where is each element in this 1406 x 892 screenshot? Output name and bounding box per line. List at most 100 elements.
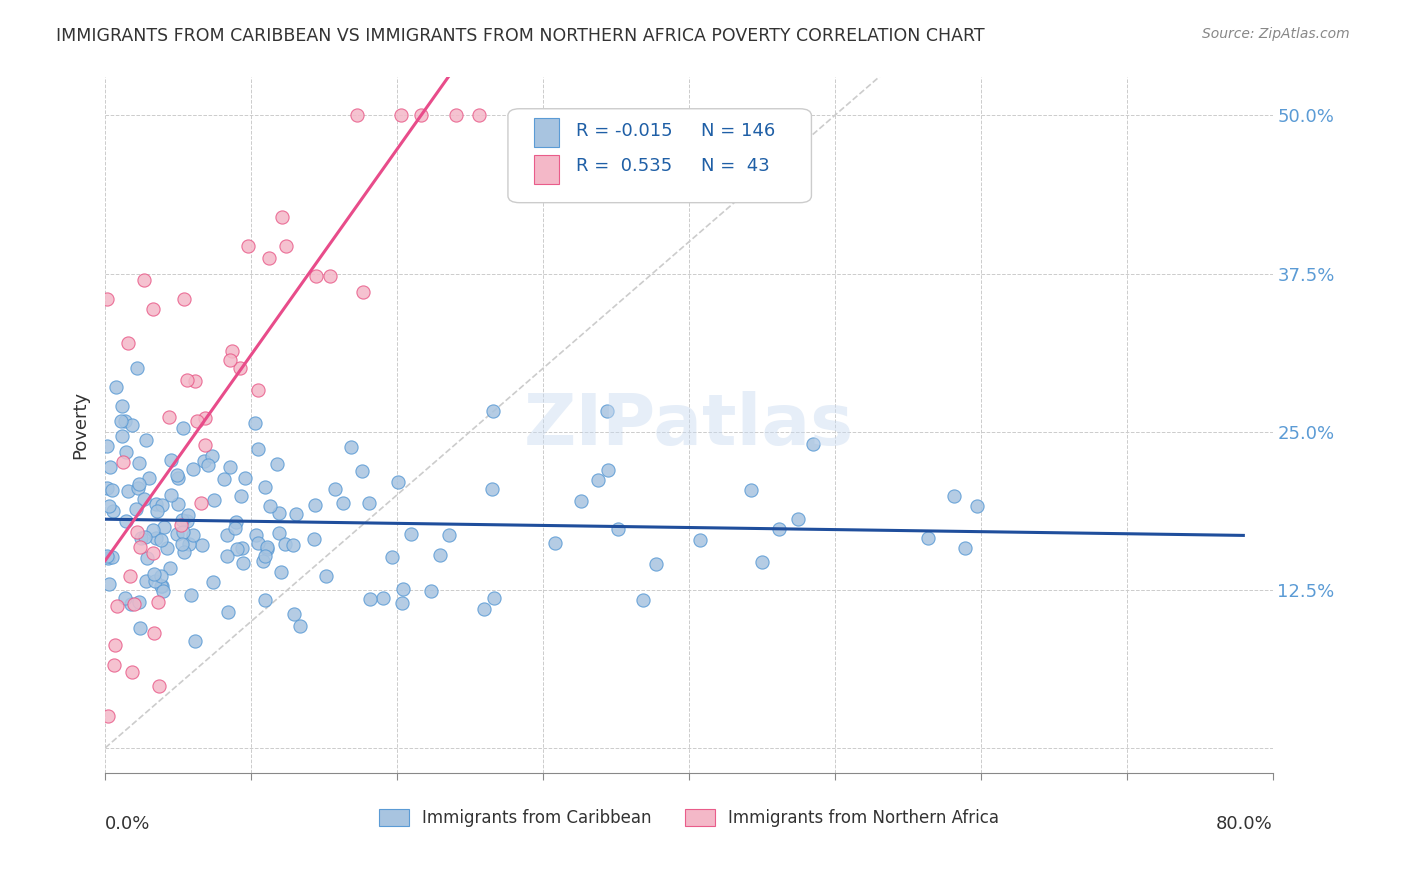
Point [142, 301, 165, 316]
Point [420, 584, 443, 599]
Point [120, 569, 142, 583]
Point [181, 528, 204, 542]
Point [181, 462, 204, 476]
Point [167, 497, 190, 511]
Point [340, 440, 363, 454]
FancyBboxPatch shape [508, 109, 811, 202]
Point [125, 502, 148, 516]
Point [111, 400, 134, 414]
Point [127, 481, 149, 495]
Point [159, 561, 181, 575]
Point [270, 566, 292, 580]
Point [194, 438, 217, 452]
Point [373, 591, 395, 606]
Point [166, 527, 188, 541]
Point [146, 595, 169, 609]
Point [381, 550, 404, 565]
Point [142, 566, 165, 581]
Point [143, 626, 166, 640]
Point [598, 463, 620, 477]
Point [105, 380, 128, 394]
Point [243, 416, 266, 430]
Point [544, 536, 567, 550]
Point [138, 471, 160, 485]
Bar [534, 118, 560, 147]
Point [193, 453, 215, 467]
Point [631, 593, 654, 607]
Point [96, 439, 118, 453]
Point [157, 409, 180, 424]
Y-axis label: Poverty: Poverty [72, 392, 89, 459]
Point [215, 549, 238, 564]
Point [966, 499, 988, 513]
Text: R = -0.015: R = -0.015 [575, 122, 672, 140]
Point [134, 530, 156, 544]
Point [101, 483, 124, 498]
Point [98, 460, 121, 475]
Point [145, 504, 167, 518]
Point [202, 574, 225, 589]
Point [273, 536, 295, 550]
Point [110, 414, 132, 428]
Point [269, 506, 291, 520]
Point [392, 582, 415, 596]
Point [190, 496, 212, 510]
Point [429, 548, 451, 562]
Point [166, 467, 188, 482]
Point [114, 591, 136, 606]
Point [128, 476, 150, 491]
Point [359, 592, 381, 607]
Point [346, 108, 368, 122]
Point [229, 361, 252, 376]
Point [150, 498, 173, 512]
Point [128, 621, 150, 635]
Point [218, 353, 240, 368]
Point [135, 574, 157, 589]
Point [350, 465, 373, 479]
Point [389, 108, 412, 122]
Point [152, 584, 174, 599]
Point [150, 579, 173, 593]
Point [160, 453, 183, 467]
Point [253, 549, 276, 564]
Point [482, 591, 505, 605]
Point [917, 531, 939, 545]
Bar [534, 154, 560, 184]
Point [256, 541, 278, 556]
Point [606, 522, 628, 536]
Point [225, 542, 247, 557]
Point [225, 515, 247, 529]
Text: R =  0.535: R = 0.535 [575, 157, 672, 175]
Point [121, 418, 143, 433]
Point [481, 404, 503, 418]
Point [160, 488, 183, 502]
Text: N = 146: N = 146 [700, 122, 775, 140]
Point [586, 473, 609, 487]
Point [221, 343, 243, 358]
Point [233, 471, 256, 485]
Point [252, 554, 274, 568]
Text: ZIPatlas: ZIPatlas [524, 391, 853, 459]
Point [170, 512, 193, 526]
Point [170, 517, 193, 532]
Point [955, 541, 977, 556]
Point [172, 421, 194, 435]
Point [105, 599, 128, 613]
Point [245, 528, 267, 542]
Point [96, 481, 118, 495]
Point [153, 519, 176, 533]
Point [97, 709, 120, 723]
Point [787, 512, 810, 526]
Point [156, 541, 179, 556]
Point [352, 285, 374, 300]
Point [191, 538, 214, 552]
Point [569, 494, 592, 508]
Point [117, 483, 139, 498]
Point [96, 292, 118, 306]
Point [596, 404, 619, 418]
Point [283, 607, 305, 622]
Point [246, 535, 269, 549]
Point [148, 679, 170, 693]
Point [247, 442, 270, 457]
Point [437, 528, 460, 542]
